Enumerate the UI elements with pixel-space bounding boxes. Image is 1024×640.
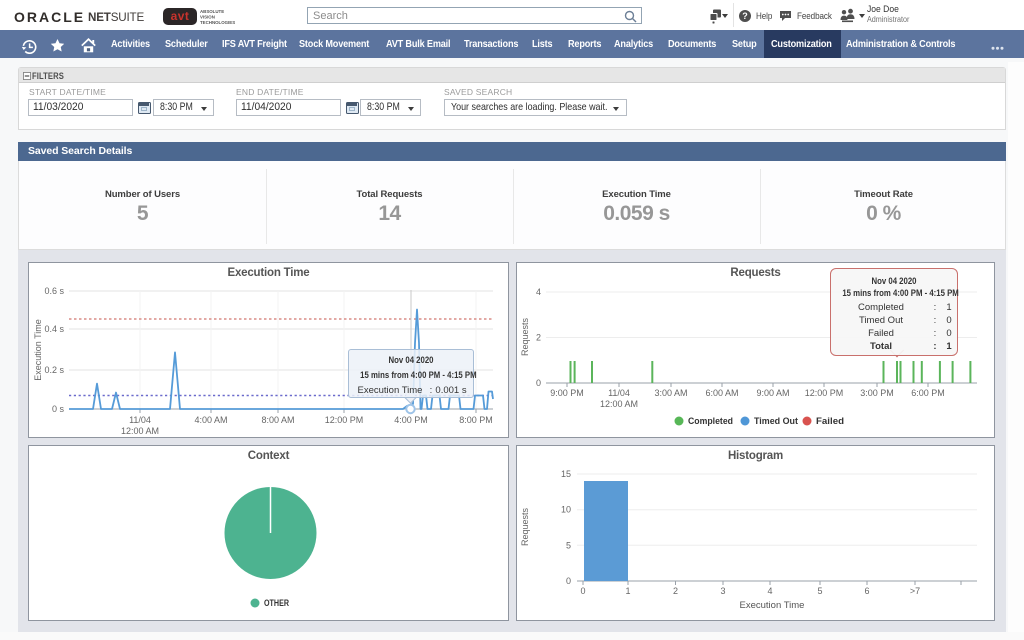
svg-text:Requests: Requests xyxy=(520,317,530,356)
svg-text:10: 10 xyxy=(561,505,571,515)
svg-text:?: ? xyxy=(742,11,748,21)
svg-text:8:00 PM: 8:00 PM xyxy=(459,415,493,425)
svg-text:0 s: 0 s xyxy=(52,404,65,414)
svg-text:Completed: Completed xyxy=(688,416,733,427)
svg-text:3:00 PM: 3:00 PM xyxy=(860,388,894,398)
svg-text:11/04: 11/04 xyxy=(608,388,630,398)
svg-text:ABSOLUTE: ABSOLUTE xyxy=(200,9,224,14)
svg-text:Requests: Requests xyxy=(520,507,530,546)
svg-text:6: 6 xyxy=(864,586,869,596)
svg-text:5: 5 xyxy=(566,540,571,550)
svg-text:VISION: VISION xyxy=(200,15,215,20)
svg-text:6:00 AM: 6:00 AM xyxy=(705,388,738,398)
svg-text:2: 2 xyxy=(536,333,541,343)
svg-text:>7: >7 xyxy=(910,586,920,596)
svg-text:12:00 PM: 12:00 PM xyxy=(805,388,844,398)
svg-text:0.2 s: 0.2 s xyxy=(44,365,64,375)
svg-text:0: 0 xyxy=(580,586,585,596)
svg-text:4: 4 xyxy=(536,287,541,297)
svg-text:9:00 AM: 9:00 AM xyxy=(756,388,789,398)
svg-text:8:00 AM: 8:00 AM xyxy=(261,415,294,425)
svg-text:4:00 AM: 4:00 AM xyxy=(194,415,227,425)
svg-text:0: 0 xyxy=(536,378,541,388)
svg-text:TECHNOLOGIES: TECHNOLOGIES xyxy=(200,20,235,25)
svg-text:6:00 PM: 6:00 PM xyxy=(911,388,945,398)
svg-text:3:00 AM: 3:00 AM xyxy=(654,388,687,398)
svg-text:11/04: 11/04 xyxy=(129,415,151,425)
svg-text:Timed Out: Timed Out xyxy=(754,416,799,427)
svg-text:0: 0 xyxy=(566,576,571,586)
svg-text:Failed: Failed xyxy=(816,416,844,427)
svg-text:3: 3 xyxy=(720,586,725,596)
svg-text:Execution Time: Execution Time xyxy=(33,319,43,381)
svg-text:15: 15 xyxy=(561,469,571,479)
svg-text:0.6 s: 0.6 s xyxy=(44,286,64,296)
svg-text:12:00 PM: 12:00 PM xyxy=(325,415,364,425)
svg-text:Execution Time: Execution Time xyxy=(740,600,805,611)
svg-text:12:00 AM: 12:00 AM xyxy=(600,399,638,409)
svg-text:1: 1 xyxy=(625,586,630,596)
svg-text:9:00 PM: 9:00 PM xyxy=(550,388,584,398)
svg-text:5: 5 xyxy=(817,586,822,596)
svg-text:0.4 s: 0.4 s xyxy=(44,324,64,334)
svg-text:4: 4 xyxy=(767,586,772,596)
svg-text:12:00 AM: 12:00 AM xyxy=(121,426,159,436)
svg-text:OTHER: OTHER xyxy=(264,598,289,608)
svg-text:2: 2 xyxy=(673,586,678,596)
svg-text:4:00 PM: 4:00 PM xyxy=(394,415,428,425)
